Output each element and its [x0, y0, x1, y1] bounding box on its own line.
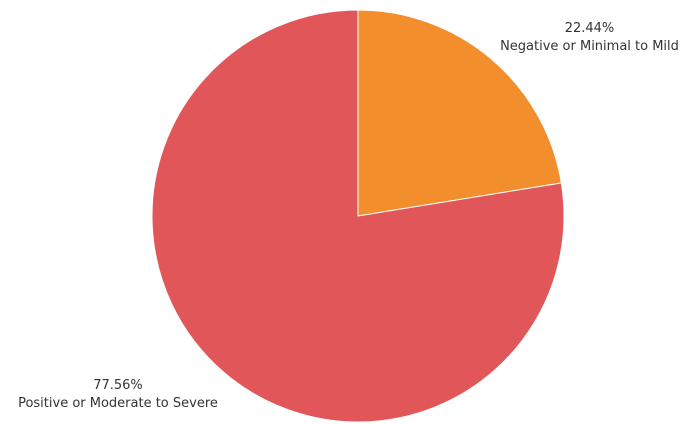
slice-label-negative: 22.44% Negative or Minimal to Mild — [493, 20, 686, 56]
slice-category-label: Positive or Moderate to Severe — [18, 396, 218, 411]
pie-slice-negative — [357, 9, 562, 217]
slice-value-label: 77.56% — [93, 378, 143, 393]
slice-label-positive: 77.56% Positive or Moderate to Severe — [12, 377, 224, 413]
slice-category-label: Negative or Minimal to Mild — [500, 39, 679, 54]
pie-slice-positive — [151, 9, 565, 423]
slice-value-label: 22.44% — [564, 21, 615, 36]
